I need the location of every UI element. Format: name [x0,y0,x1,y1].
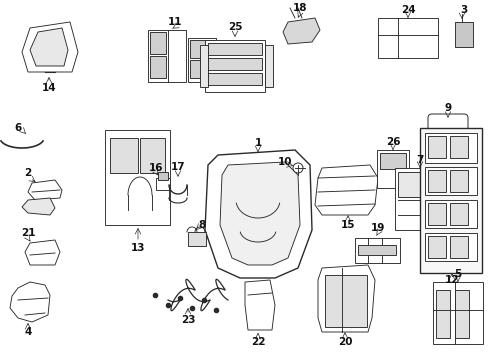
Bar [449,236,467,258]
Polygon shape [283,18,319,44]
Bar [150,32,165,54]
Text: 4: 4 [24,327,32,337]
Bar [187,232,205,246]
Text: 22: 22 [250,337,264,347]
Text: 5: 5 [453,269,461,279]
Bar [379,153,405,169]
Bar [190,60,214,78]
Text: 16: 16 [148,163,163,173]
Bar [158,172,168,180]
Bar [264,45,272,87]
Bar [449,203,467,225]
Polygon shape [220,162,299,265]
Bar [187,38,216,82]
Polygon shape [28,180,62,200]
Bar [377,18,437,58]
Bar [325,275,366,327]
Text: 6: 6 [14,123,21,133]
Bar [427,236,445,258]
Bar [376,150,408,188]
Bar [156,178,170,190]
Bar [424,133,476,163]
Bar [148,30,185,82]
FancyBboxPatch shape [427,114,467,194]
Bar [449,170,467,192]
Text: 1: 1 [254,138,261,148]
Text: 18: 18 [292,3,306,13]
Circle shape [292,163,303,173]
Bar [424,200,476,228]
Bar [427,170,445,192]
Text: 26: 26 [385,137,400,147]
Bar [357,245,395,255]
Bar [424,233,476,261]
Text: 15: 15 [340,220,354,230]
Bar [204,40,264,92]
Bar [200,45,207,87]
Text: 9: 9 [444,103,450,113]
Text: 23: 23 [181,315,195,325]
Polygon shape [10,282,50,322]
Bar [419,128,481,273]
Bar [454,290,468,338]
Bar [207,73,262,85]
Bar [207,43,262,55]
Text: 17: 17 [170,162,185,172]
Bar [105,130,170,225]
Bar [190,40,214,58]
Bar [427,136,445,158]
Text: 19: 19 [370,223,385,233]
Bar [454,22,472,47]
Bar [207,58,262,70]
Bar [427,203,445,225]
Text: 20: 20 [337,337,351,347]
Text: 8: 8 [198,220,205,230]
Polygon shape [25,240,60,265]
Polygon shape [317,265,374,332]
Polygon shape [22,22,78,72]
Bar [110,138,138,173]
Polygon shape [314,165,377,215]
Bar [394,168,444,230]
Text: 21: 21 [20,228,35,238]
Bar [354,238,399,263]
Text: 24: 24 [400,5,414,15]
Bar [140,138,164,173]
Text: 13: 13 [130,243,145,253]
Text: 11: 11 [167,17,182,27]
Text: 25: 25 [227,22,242,32]
Bar [150,56,165,78]
Bar [449,136,467,158]
Bar [397,172,441,197]
Text: 10: 10 [277,157,292,167]
Text: 7: 7 [415,155,423,165]
Polygon shape [22,198,55,215]
Text: 3: 3 [459,5,467,15]
Text: 2: 2 [24,168,32,178]
Bar [424,167,476,195]
Polygon shape [204,150,311,278]
Text: 14: 14 [41,83,56,93]
Bar [432,282,482,344]
Polygon shape [30,28,68,66]
Polygon shape [244,280,274,330]
Text: 12: 12 [444,275,458,285]
Bar [435,290,449,338]
